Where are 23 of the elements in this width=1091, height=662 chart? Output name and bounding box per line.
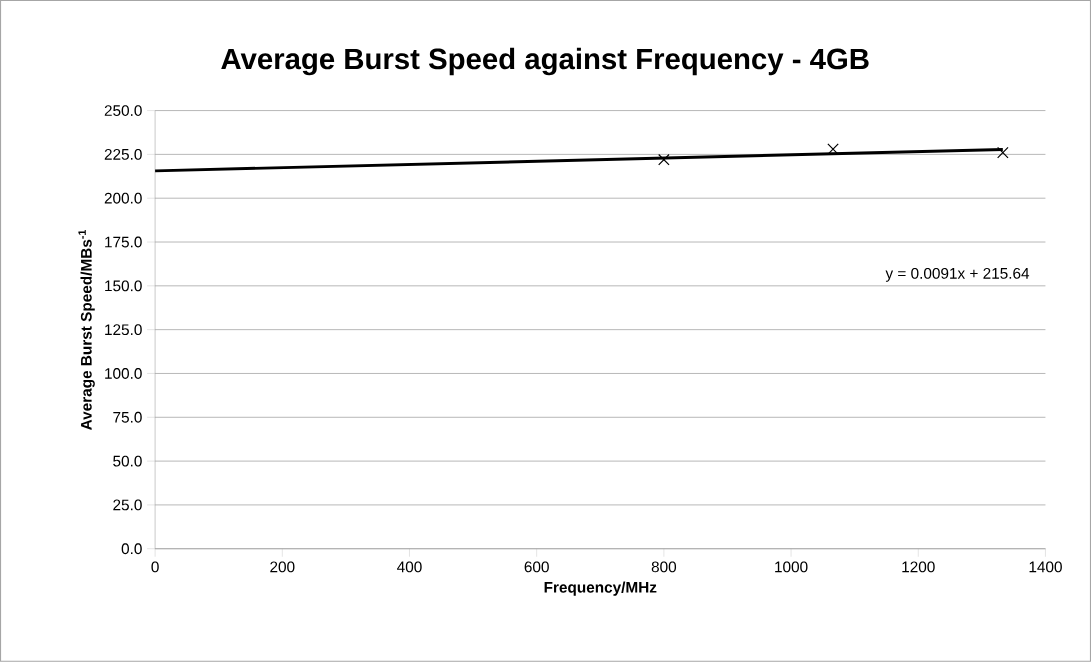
x-axis-title: Frequency/MHz: [544, 581, 657, 596]
y-tick-label: 0.0: [121, 543, 142, 555]
y-tick-label: 25.0: [113, 499, 142, 511]
y-tick-label: 175.0: [105, 236, 142, 248]
y-tick-label: 50.0: [113, 455, 142, 467]
x-tick-label: 400: [397, 561, 422, 573]
x-tick-label: 800: [651, 561, 677, 573]
y-tick-label: 75.0: [113, 411, 142, 423]
annotation: y = 0.0091x + 215.64: [885, 268, 1030, 282]
y-tick-label: 150.0: [105, 280, 142, 292]
y-tick-label: 125.0: [105, 324, 142, 336]
chart-title: Average Burst Speed against Frequency - 4GB: [221, 47, 869, 76]
x-tick-label: 1000: [775, 561, 808, 573]
x-tick-label: 0: [151, 561, 159, 573]
y-tick-label: 225.0: [104, 149, 142, 160]
y-tick-label: 200.0: [104, 192, 142, 204]
x-tick-label: 1400: [1029, 561, 1062, 573]
x-tick-label: 200: [270, 561, 295, 573]
y-axis-title: Average Burst Speed/MBs$^{-1}$: [78, 230, 95, 431]
y-tick-label: 250.0: [104, 105, 142, 117]
y-tick-label: 100.0: [105, 368, 142, 379]
x-tick-label: 600: [524, 561, 549, 573]
x-tick-label: 1200: [902, 561, 935, 573]
